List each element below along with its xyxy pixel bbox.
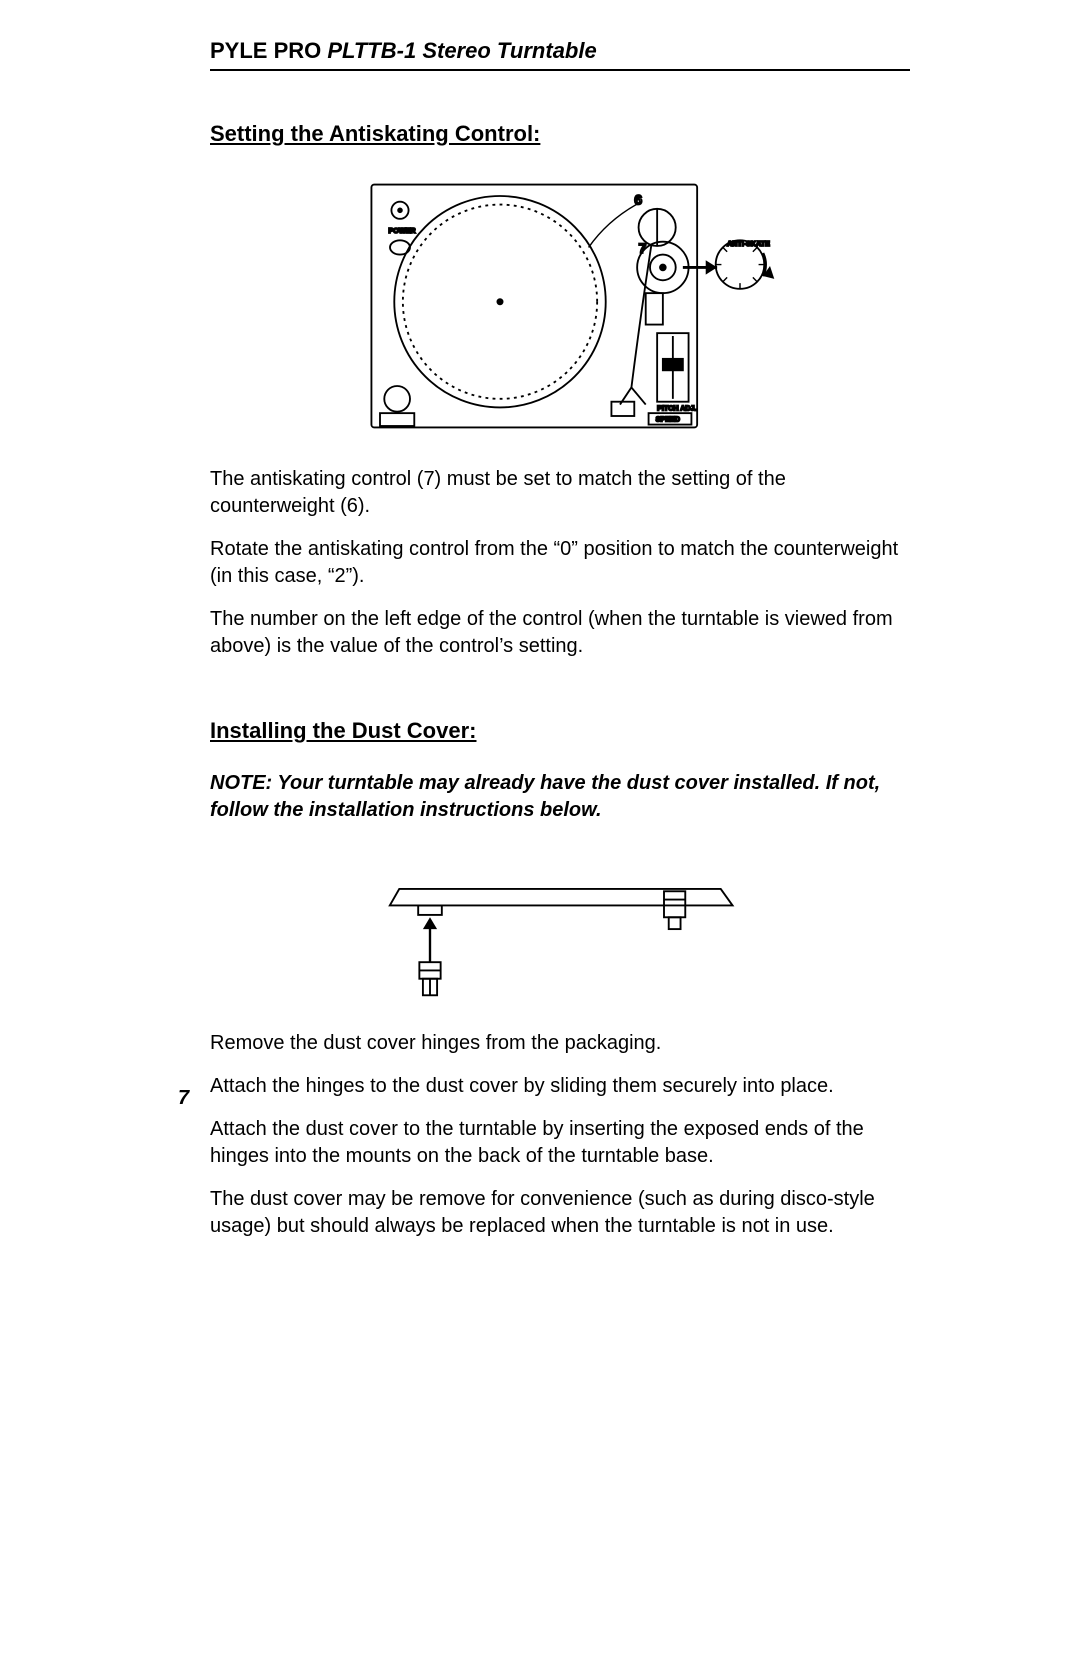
dustcover-diagram	[380, 870, 740, 1000]
page-number: 7	[178, 1085, 189, 1112]
section1-para3: The number on the left edge of the contr…	[210, 606, 910, 660]
diagram-pitch-label: PITCH ADJ.	[657, 405, 696, 413]
section2-para3: Attach the dust cover to the turntable b…	[210, 1116, 910, 1170]
diagram-power-label: POWER	[389, 228, 416, 236]
diagram-speed-label: SPEED	[656, 416, 680, 424]
brand-name: PYLE PRO	[210, 38, 321, 63]
product-name: Stereo Turntable	[422, 38, 596, 63]
figure-antiskating: POWER 6 7	[210, 176, 910, 444]
turntable-diagram: POWER 6 7	[345, 176, 775, 436]
section1-heading: Setting the Antiskating Control:	[210, 119, 540, 149]
section2-para2: Attach the hinges to the dust cover by s…	[210, 1073, 910, 1100]
section2-para4: The dust cover may be remove for conveni…	[210, 1186, 910, 1240]
section2-heading: Installing the Dust Cover:	[210, 716, 476, 746]
diagram-label-7: 7	[639, 242, 647, 258]
diagram-antiskate-label: ANTI-SKATE	[727, 240, 770, 248]
diagram-label-6: 6	[634, 193, 642, 209]
section2-para1: Remove the dust cover hinges from the pa…	[210, 1030, 910, 1057]
section1-para2: Rotate the antiskating control from the …	[210, 536, 910, 590]
document-header: PYLE PRO PLTTB-1 Stereo Turntable	[210, 36, 910, 71]
section1-para1: The antiskating control (7) must be set …	[210, 466, 910, 520]
model-number: PLTTB-1	[327, 38, 416, 63]
figure-dustcover	[210, 870, 910, 1008]
section2-note: NOTE: Your turntable may already have th…	[210, 770, 910, 824]
